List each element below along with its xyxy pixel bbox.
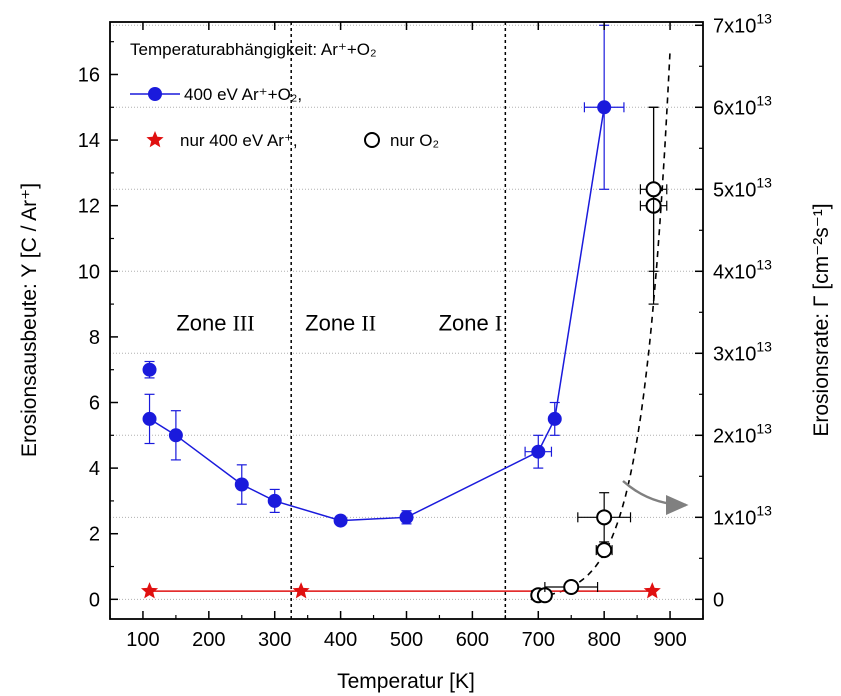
yr-tick-label: 6x1013 bbox=[713, 92, 772, 119]
yr-tick-label: 5x1013 bbox=[713, 174, 772, 201]
yl-tick-label: 10 bbox=[78, 261, 100, 283]
ar-only-point bbox=[141, 582, 159, 599]
legend-label-star: nur 400 eV Ar⁺, bbox=[180, 131, 298, 150]
right-axis-label: Erosionsrate: Γ [cm⁻²s⁻¹] bbox=[810, 203, 833, 436]
x-tick-label: 100 bbox=[126, 629, 159, 651]
zone-labels: Zone III Zone II Zone I bbox=[176, 310, 502, 335]
legend-marker-blue bbox=[148, 87, 162, 101]
x-axis-label: Temperatur [K] bbox=[337, 670, 475, 693]
right-axis-ticks: 0 1x1013 2x1013 3x1013 4x1013 5x1013 6x1013 7x1… bbox=[695, 10, 772, 611]
series-layer bbox=[141, 24, 671, 604]
zone-label: Zone III bbox=[176, 310, 254, 335]
ar-o2-point bbox=[597, 100, 612, 115]
legend-label-blue: 400 eV Ar⁺+O₂, bbox=[184, 85, 302, 104]
legend-marker-star bbox=[146, 131, 164, 148]
left-axis-ticks: 0 2 4 6 8 10 12 14 16 bbox=[78, 41, 118, 611]
o2-point bbox=[563, 579, 580, 596]
ar-o2-point bbox=[168, 428, 183, 443]
x-tick-label: 900 bbox=[653, 629, 686, 651]
ar-o2-point bbox=[234, 477, 249, 492]
legend: Temperaturabhängigkeit: Ar⁺+O₂ 400 eV Ar… bbox=[130, 40, 439, 150]
ar-o2-point bbox=[333, 513, 348, 528]
ar-o2-point bbox=[142, 411, 157, 426]
ar-o2-point bbox=[399, 510, 414, 525]
yl-tick-label: 14 bbox=[78, 130, 100, 152]
x-tick-label: 600 bbox=[456, 629, 489, 651]
zone-label: Zone II bbox=[305, 310, 376, 335]
x-tick-label: 300 bbox=[258, 629, 291, 651]
yl-tick-label: 12 bbox=[78, 196, 100, 218]
ar-o2-point bbox=[142, 362, 157, 377]
ar-only-point bbox=[643, 582, 661, 599]
x-axis-ticks: 100 200 300 400 500 600 700 800 900 bbox=[109, 22, 704, 651]
yl-tick-label: 8 bbox=[89, 327, 100, 349]
x-tick-label: 200 bbox=[192, 629, 225, 651]
zone-label: Zone I bbox=[439, 310, 503, 335]
x-tick-label: 800 bbox=[587, 629, 620, 651]
legend-title: Temperaturabhängigkeit: Ar⁺+O₂ bbox=[130, 40, 377, 59]
yl-tick-label: 16 bbox=[78, 64, 100, 86]
yr-tick-label: 2x1013 bbox=[713, 420, 772, 447]
x-tick-label: 500 bbox=[390, 629, 423, 651]
yl-tick-label: 2 bbox=[89, 524, 100, 546]
o2-point bbox=[645, 181, 662, 198]
yr-tick-label: 7x1013 bbox=[713, 10, 772, 37]
legend-label-open: nur O₂ bbox=[390, 131, 439, 150]
o2-point bbox=[596, 542, 613, 559]
yr-tick-label: 1x1013 bbox=[713, 502, 772, 529]
yr-tick-label: 4x1013 bbox=[713, 256, 772, 283]
ar-o2-point bbox=[267, 493, 282, 508]
yr-tick-label: 0 bbox=[713, 589, 724, 611]
legend-marker-open bbox=[364, 132, 380, 148]
ar-only-point bbox=[292, 582, 310, 599]
yr-tick-label: 3x1013 bbox=[713, 338, 772, 365]
ar-o2-point bbox=[531, 444, 546, 459]
yl-tick-label: 0 bbox=[89, 589, 100, 611]
o2-point bbox=[596, 509, 613, 526]
yl-tick-label: 4 bbox=[89, 458, 100, 480]
x-tick-label: 700 bbox=[522, 629, 555, 651]
left-axis-label: Erosionsausbeute: Y [C / Ar⁺] bbox=[18, 183, 41, 457]
x-tick-label: 400 bbox=[324, 629, 357, 651]
yl-tick-label: 6 bbox=[89, 393, 100, 415]
ar-o2-point bbox=[547, 411, 562, 426]
annotation-arrow bbox=[622, 480, 689, 515]
